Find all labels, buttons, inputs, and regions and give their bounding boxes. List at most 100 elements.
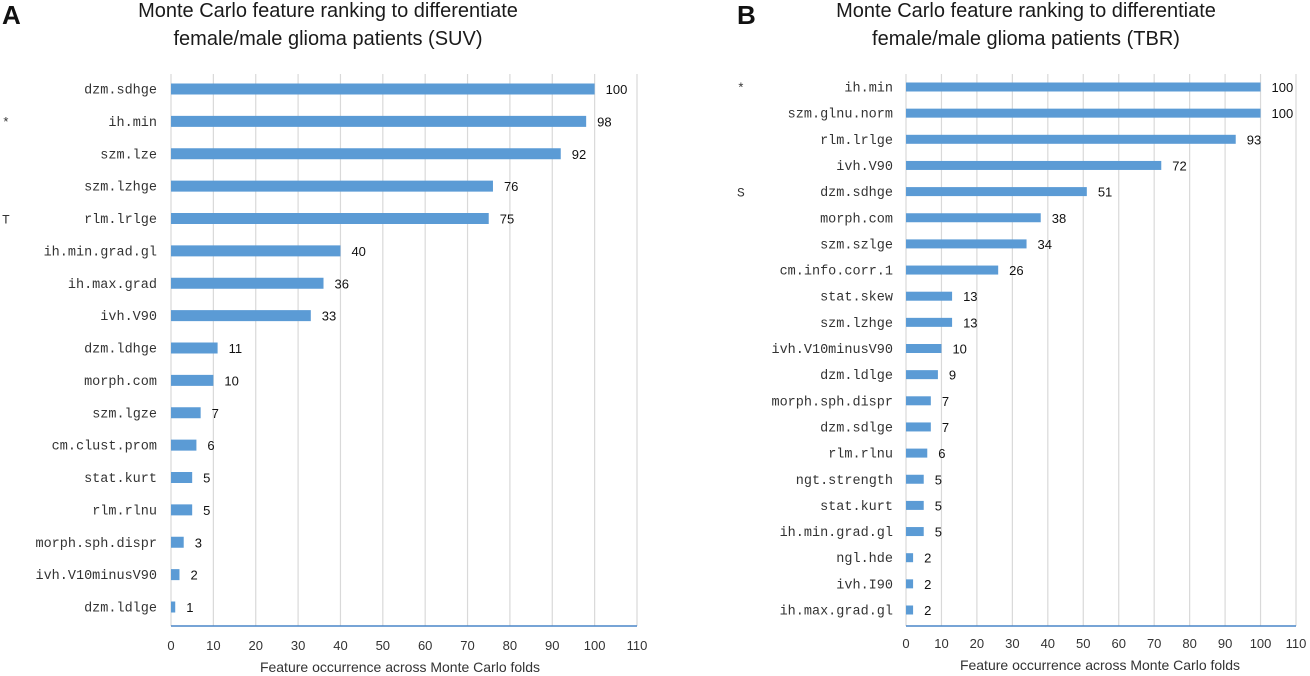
chart-a-x-tick-label: 50 bbox=[376, 638, 390, 653]
chart-b-category-label: szm.lzhge bbox=[820, 317, 893, 332]
chart-b: 0 10 20 30 40 50 60 70 80 90 100 110 ih.min 100 * szm.g… bbox=[737, 74, 1306, 651]
chart-b-category-label: dzm.sdlge bbox=[820, 421, 893, 436]
chart-a-x-tick-label: 10 bbox=[206, 638, 220, 653]
chart-b-bar bbox=[906, 370, 938, 380]
chart-b-x-tick-label: 110 bbox=[1286, 636, 1307, 651]
chart-a-category-label: ivh.V10minusV90 bbox=[35, 569, 157, 584]
chart-a-bar bbox=[171, 148, 561, 160]
chart-a-x-tick-label: 0 bbox=[167, 638, 174, 653]
chart-b-feature-marker: S bbox=[737, 186, 745, 201]
chart-a-value-label: 3 bbox=[195, 535, 202, 550]
chart-a-bar bbox=[171, 439, 197, 451]
chart-b-value-label: 7 bbox=[942, 420, 949, 435]
chart-a-value-label: 76 bbox=[504, 179, 518, 194]
chart-a-x-tick-label: 100 bbox=[584, 638, 606, 653]
chart-b-x-axis-label: Feature occurrence across Monte Carlo fo… bbox=[960, 657, 1240, 673]
chart-a-category-label: rlm.rlnu bbox=[92, 504, 157, 519]
chart-b-bar bbox=[906, 605, 914, 615]
chart-b-category-label: rlm.lrlge bbox=[820, 134, 893, 149]
chart-b-value-label: 6 bbox=[938, 446, 945, 461]
chart-b-value-label: 72 bbox=[1172, 158, 1186, 173]
chart-b-value-label: 2 bbox=[924, 603, 931, 618]
chart-b-bar bbox=[906, 553, 914, 563]
chart-b-value-label: 26 bbox=[1009, 263, 1023, 278]
panel-letter-b: B bbox=[737, 0, 756, 30]
chart-a-bar bbox=[171, 83, 595, 95]
chart-b-title-line-1: Monte Carlo feature ranking to different… bbox=[836, 0, 1216, 22]
chart-a-bar bbox=[171, 569, 180, 581]
chart-b-bar bbox=[906, 213, 1041, 223]
chart-a-category-label: szm.lzhge bbox=[84, 181, 157, 196]
chart-a-value-label: 33 bbox=[322, 309, 336, 324]
chart-a-bar bbox=[171, 245, 341, 257]
chart-b-category-label: ih.max.grad.gl bbox=[780, 605, 893, 620]
chart-a-x-axis-label: Feature occurrence across Monte Carlo fo… bbox=[260, 659, 540, 675]
chart-a-bar bbox=[171, 342, 218, 354]
chart-a-value-label: 11 bbox=[229, 341, 243, 356]
chart-b-value-label: 7 bbox=[942, 394, 949, 409]
chart-a-x-tick-label: 60 bbox=[418, 638, 432, 653]
chart-b-bar bbox=[906, 448, 928, 458]
chart-a-category-label: dzm.ldhge bbox=[84, 343, 157, 358]
chart-a-value-label: 6 bbox=[207, 438, 214, 453]
chart-a-bar bbox=[171, 504, 193, 516]
chart-b-bar bbox=[906, 82, 1261, 92]
chart-b-category-label: ivh.I90 bbox=[836, 578, 893, 593]
chart-b-x-tick-label: 20 bbox=[970, 636, 984, 651]
chart-a-value-label: 5 bbox=[203, 471, 210, 486]
chart-b-value-label: 5 bbox=[935, 498, 942, 513]
chart-a-value-label: 10 bbox=[224, 373, 238, 388]
chart-a-bar bbox=[171, 374, 214, 386]
chart-a-bar bbox=[171, 601, 176, 613]
chart-b-bar bbox=[906, 500, 924, 510]
chart-b-x-tick-label: 0 bbox=[902, 636, 909, 651]
chart-b-value-label: 38 bbox=[1052, 211, 1066, 226]
chart-b-category-label: dzm.sdhge bbox=[820, 186, 893, 201]
chart-b-title-line-2: female/male glioma patients (TBR) bbox=[872, 28, 1180, 50]
chart-a-value-label: 92 bbox=[572, 147, 586, 162]
chart-a-feature-marker: * bbox=[2, 115, 10, 130]
chart-b-category-label: ivh.V10minusV90 bbox=[771, 343, 893, 358]
chart-b-value-label: 13 bbox=[963, 315, 977, 330]
chart-a-value-label: 40 bbox=[351, 244, 365, 259]
chart-b-bar bbox=[906, 396, 931, 406]
chart-a-title-line-1: Monte Carlo feature ranking to different… bbox=[138, 0, 518, 22]
chart-b-category-label: ih.min bbox=[844, 82, 893, 97]
chart-b-category-label: morph.com bbox=[820, 212, 893, 227]
chart-a-x-tick-label: 40 bbox=[333, 638, 347, 653]
chart-b-value-label: 13 bbox=[963, 289, 977, 304]
chart-a-bar bbox=[171, 407, 201, 419]
chart-a-bar bbox=[171, 472, 193, 483]
chart-a-value-label: 5 bbox=[203, 503, 210, 518]
chart-a-feature-marker: T bbox=[2, 213, 10, 228]
chart-b-bar bbox=[906, 291, 953, 301]
chart-b-category-label: stat.skew bbox=[820, 291, 893, 306]
chart-b-x-tick-label: 40 bbox=[1041, 636, 1055, 651]
chart-a-category-label: rlm.lrlge bbox=[84, 213, 157, 228]
chart-b-bar bbox=[906, 239, 1027, 249]
chart-b-x-tick-label: 10 bbox=[934, 636, 948, 651]
chart-b-x-tick-label: 60 bbox=[1111, 636, 1125, 651]
chart-b-value-label: 10 bbox=[952, 342, 966, 357]
chart-a-category-label: ih.min bbox=[108, 116, 157, 131]
chart-a-value-label: 2 bbox=[190, 568, 197, 583]
chart-b-value-label: 2 bbox=[924, 551, 931, 566]
chart-b-bar bbox=[906, 344, 942, 353]
chart-b-x-tick-label: 50 bbox=[1076, 636, 1090, 651]
chart-b-x-tick-label: 80 bbox=[1182, 636, 1196, 651]
chart-a-category-label: ih.min.grad.gl bbox=[44, 245, 157, 260]
chart-b-bar bbox=[906, 579, 914, 589]
chart-a-category-label: dzm.ldlge bbox=[84, 602, 157, 617]
chart-a-category-label: cm.clust.prom bbox=[52, 440, 157, 455]
chart-b-bar bbox=[906, 134, 1236, 144]
chart-a-value-label: 36 bbox=[335, 276, 349, 291]
chart-a-category-label: ih.max.grad bbox=[68, 278, 157, 293]
chart-a-category-label: szm.lze bbox=[100, 148, 157, 163]
chart-a-category-label: ivh.V90 bbox=[100, 310, 157, 325]
chart-a-bar bbox=[171, 115, 587, 127]
chart-a-category-label: szm.lgze bbox=[92, 407, 157, 422]
chart-a-category-label: morph.sph.dispr bbox=[35, 537, 157, 552]
chart-b-value-label: 5 bbox=[935, 472, 942, 487]
chart-b-bar bbox=[906, 317, 953, 327]
